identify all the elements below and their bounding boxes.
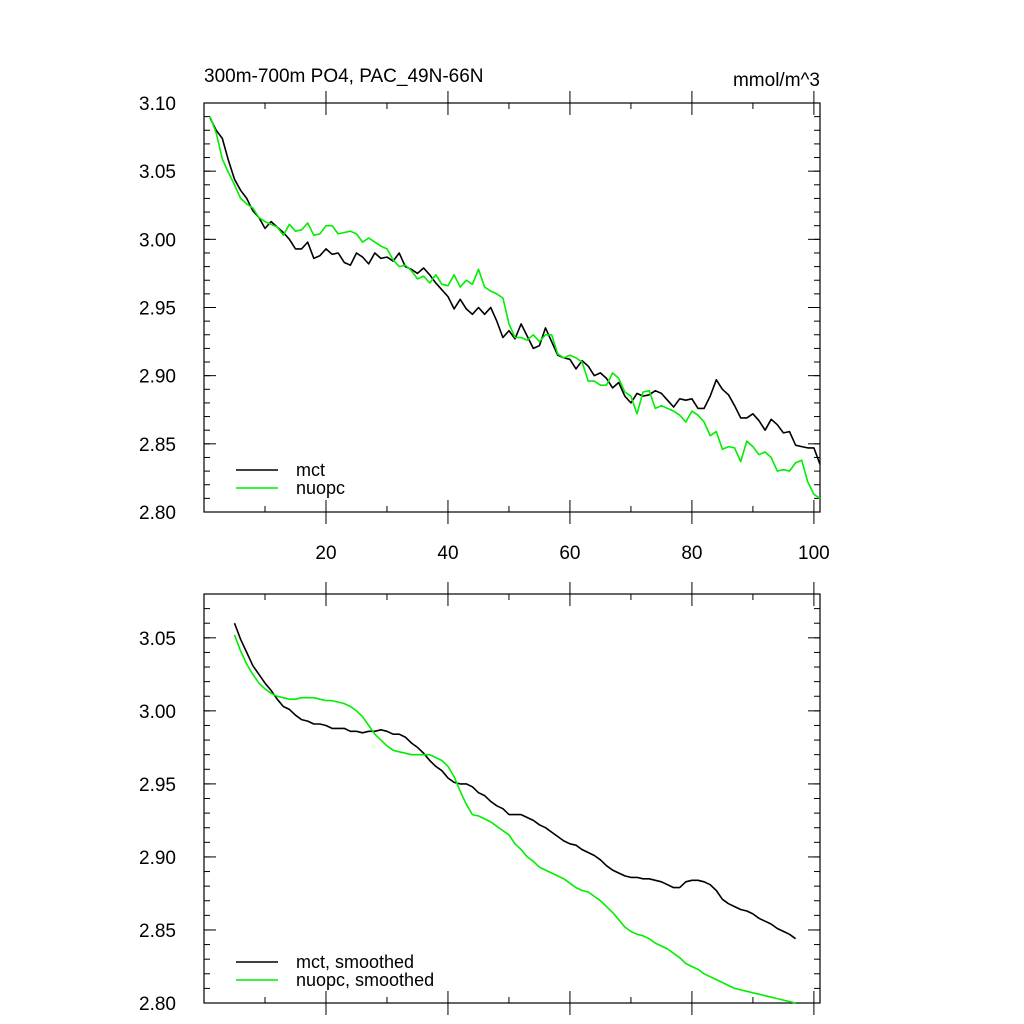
y-tick-label: 2.80 bbox=[139, 994, 176, 1015]
x-tick-label: 100 bbox=[798, 543, 830, 564]
y-tick-label: 2.90 bbox=[139, 848, 176, 869]
y-tick-label: 2.90 bbox=[139, 367, 176, 388]
bottom-panel: 2.80 2.85 2.90 2.95 3.00 3.05 mct, smoothednuo… bbox=[139, 582, 821, 1015]
y-tick-label: 2.95 bbox=[139, 299, 176, 320]
series-line-nuopc bbox=[209, 116, 821, 500]
x-tick-label: 80 bbox=[681, 543, 702, 564]
y-tick-label: 3.10 bbox=[139, 94, 176, 115]
chart-title: 300m-700m PO4, PAC_49N-66N bbox=[204, 66, 484, 87]
legend-label: nuopc, smoothed bbox=[296, 970, 434, 990]
series-line-nuopc-smoothed bbox=[233, 634, 796, 1004]
x-tick-label: 40 bbox=[437, 543, 458, 564]
x-tick-label: 20 bbox=[315, 543, 336, 564]
plot-frame bbox=[203, 593, 821, 1004]
y-tick-label: 2.95 bbox=[139, 775, 176, 796]
series-line-mct-smoothed bbox=[233, 622, 797, 940]
y-tick-label: 2.80 bbox=[139, 503, 176, 524]
y-tick-label: 3.05 bbox=[139, 629, 176, 650]
x-tick-label: 60 bbox=[559, 543, 580, 564]
top-panel: 300m-700m PO4, PAC_49N-66N mmol/m^3 2.80… bbox=[139, 66, 830, 564]
units-label: mmol/m^3 bbox=[733, 70, 820, 91]
legend-label: nuopc bbox=[296, 478, 345, 498]
series-line-mct bbox=[209, 117, 821, 465]
y-tick-label: 3.00 bbox=[139, 702, 176, 723]
y-tick-label: 2.85 bbox=[139, 435, 176, 456]
plot-frame bbox=[203, 102, 821, 513]
legend-label: mct bbox=[296, 460, 325, 480]
y-tick-label: 3.05 bbox=[139, 162, 176, 183]
legend-label: mct, smoothed bbox=[296, 952, 414, 972]
y-tick-label: 3.00 bbox=[139, 230, 176, 251]
y-tick-label: 2.85 bbox=[139, 921, 176, 942]
